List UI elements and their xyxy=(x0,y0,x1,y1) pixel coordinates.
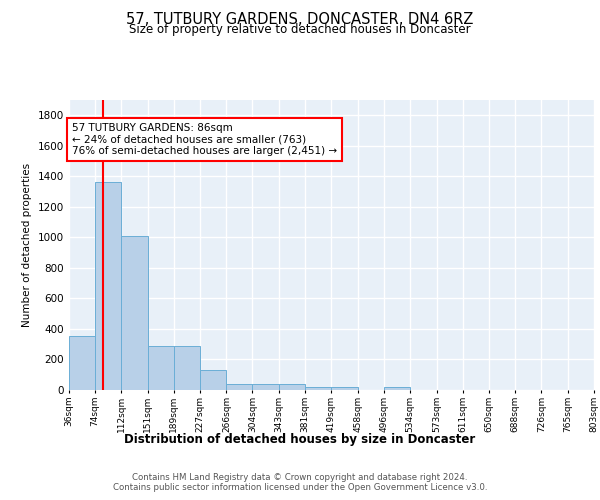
Bar xyxy=(95,182,121,390)
Text: 57 TUTBURY GARDENS: 86sqm
← 24% of detached houses are smaller (763)
76% of semi: 57 TUTBURY GARDENS: 86sqm ← 24% of detac… xyxy=(72,123,337,156)
Bar xyxy=(148,346,174,390)
Bar xyxy=(200,370,226,390)
Text: Contains HM Land Registry data © Crown copyright and database right 2024.: Contains HM Land Registry data © Crown c… xyxy=(132,472,468,482)
Bar xyxy=(253,384,279,390)
Text: Size of property relative to detached houses in Doncaster: Size of property relative to detached ho… xyxy=(129,24,471,36)
Bar xyxy=(279,384,305,390)
Text: Distribution of detached houses by size in Doncaster: Distribution of detached houses by size … xyxy=(124,432,476,446)
Bar xyxy=(384,388,410,390)
Bar xyxy=(69,336,95,390)
Bar xyxy=(174,346,200,390)
Y-axis label: Number of detached properties: Number of detached properties xyxy=(22,163,32,327)
Bar xyxy=(331,388,358,390)
Bar xyxy=(226,384,253,390)
Bar xyxy=(305,387,331,390)
Bar xyxy=(121,236,148,390)
Text: Contains public sector information licensed under the Open Government Licence v3: Contains public sector information licen… xyxy=(113,482,487,492)
Text: 57, TUTBURY GARDENS, DONCASTER, DN4 6RZ: 57, TUTBURY GARDENS, DONCASTER, DN4 6RZ xyxy=(127,12,473,28)
